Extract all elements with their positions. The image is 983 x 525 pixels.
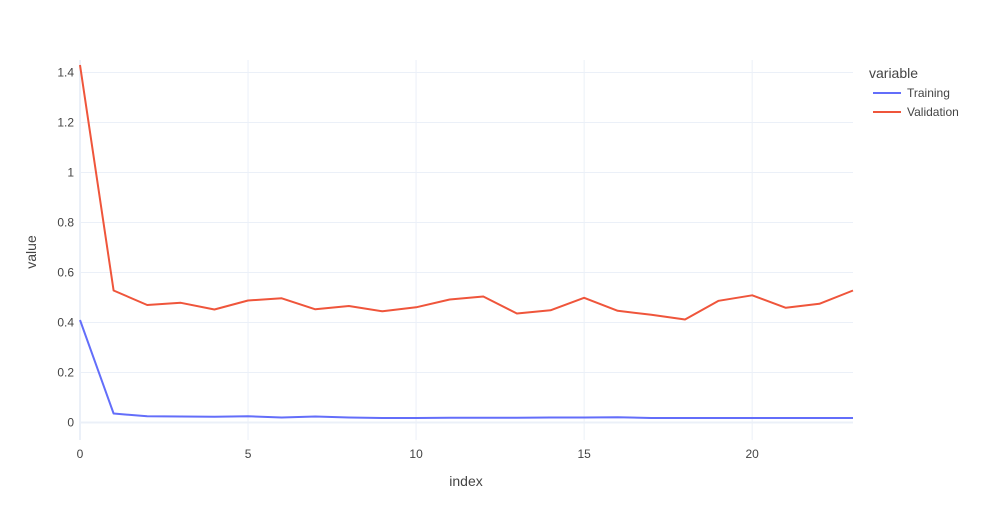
y-tick-label: 0.2 xyxy=(57,366,74,380)
y-tick-label: 1.4 xyxy=(57,66,74,80)
validation-series-line xyxy=(79,64,854,321)
x-tick-label: 20 xyxy=(745,447,759,461)
legend: variable Training Validation xyxy=(869,65,959,119)
plot-background xyxy=(80,60,853,440)
y-tick-label: 1 xyxy=(67,166,74,180)
x-axis-title: index xyxy=(449,473,482,489)
y-tick-label: 0 xyxy=(67,416,74,430)
y-tick-label: 0.4 xyxy=(57,316,74,330)
y-tick-label: 0.8 xyxy=(57,216,74,230)
gridlines xyxy=(79,60,853,440)
legend-items: Training Validation xyxy=(873,86,959,119)
training-series-line xyxy=(79,319,853,419)
x-axis-ticks: 0 5 10 15 20 xyxy=(77,447,760,461)
x-tick-label: 5 xyxy=(245,447,252,461)
series-layer xyxy=(79,64,854,419)
y-axis-title: value xyxy=(23,235,39,269)
legend-title: variable xyxy=(869,65,918,81)
y-axis-ticks: 0 0.2 0.4 0.6 0.8 1 1.2 1.4 xyxy=(57,66,74,430)
legend-label-validation: Validation xyxy=(907,105,959,119)
y-tick-label: 1.2 xyxy=(57,116,74,130)
x-tick-label: 10 xyxy=(409,447,423,461)
legend-label-training: Training xyxy=(907,86,950,100)
x-tick-label: 0 xyxy=(77,447,84,461)
y-tick-label: 0.6 xyxy=(57,266,74,280)
x-tick-label: 15 xyxy=(577,447,591,461)
